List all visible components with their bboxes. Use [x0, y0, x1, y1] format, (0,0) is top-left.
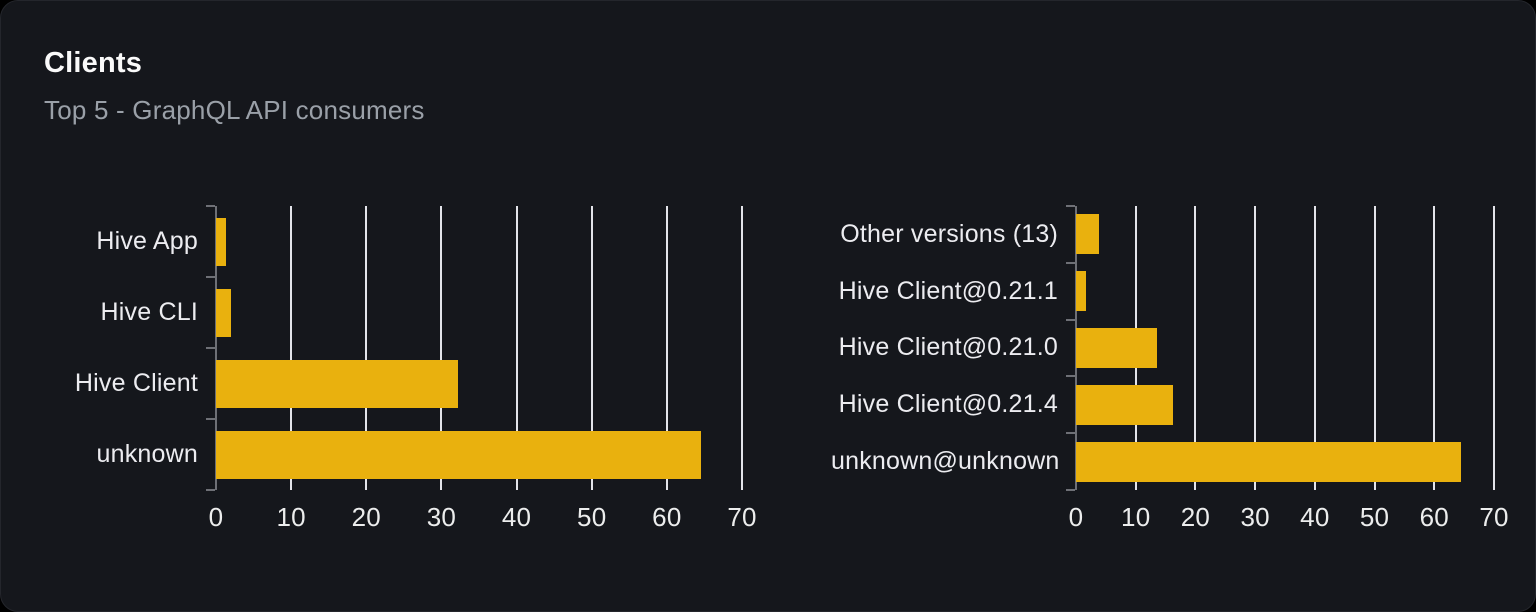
chart-row: unknown@unknown: [831, 433, 1494, 490]
x-tick-label: 20: [1180, 502, 1211, 532]
category-label: unknown@unknown: [831, 447, 1060, 476]
bar-track: [1076, 206, 1494, 263]
y-axis-tick: [206, 489, 215, 491]
gridline: [590, 206, 593, 490]
gridline: [1433, 206, 1436, 490]
x-tick-label: 0: [208, 502, 224, 532]
x-tick-label: 0: [1068, 502, 1084, 532]
gridline: [1194, 206, 1197, 490]
chart-row: Hive Client: [61, 348, 742, 419]
chart-row: Hive CLI: [61, 277, 742, 348]
x-tick-label: 40: [501, 502, 532, 532]
x-tick-label: 30: [1240, 502, 1270, 532]
bar[interactable]: [216, 359, 458, 408]
x-axis: 0 10 20 30 40 50 60 70: [209, 490, 757, 542]
y-axis-tick: [206, 276, 215, 278]
plot-area: Hive App Hive CLI Hive Client unknown: [61, 205, 743, 491]
x-tick-label: 70: [727, 502, 757, 532]
bar[interactable]: [1076, 214, 1100, 255]
y-axis-tick: [1066, 432, 1075, 435]
y-axis-tick: [206, 418, 215, 420]
y-axis-tick: [1066, 375, 1075, 378]
chart-row: Hive Client@0.21.0: [831, 320, 1494, 377]
gridline: [1373, 206, 1376, 490]
x-tick-label: 10: [276, 502, 306, 532]
card-title: Clients: [44, 47, 143, 79]
category-label: unknown: [96, 440, 198, 468]
bar-track: [216, 206, 742, 277]
x-tick-label: 40: [1300, 502, 1330, 532]
x-axis: 0 10 20 30 40 50 60 70: [1069, 490, 1509, 542]
gridline: [665, 206, 668, 490]
category-label: Hive App: [96, 227, 198, 255]
bar[interactable]: [1076, 441, 1461, 482]
category-label: Hive Client@0.21.0: [838, 333, 1058, 362]
bar[interactable]: [216, 430, 701, 479]
x-tick-label: 70: [1479, 502, 1509, 532]
client-versions-bar-chart: Other versions (13) Hive Client@0.21.1 Hiv…: [831, 205, 1509, 546]
gridline: [440, 206, 443, 490]
gridline: [1254, 206, 1257, 490]
y-axis-tick: [206, 347, 215, 349]
x-tick-label: 60: [652, 502, 682, 532]
x-tick-label: 20: [351, 502, 381, 532]
y-axis-tick: [1066, 318, 1075, 321]
gridline: [365, 206, 368, 490]
y-axis-line: [215, 206, 217, 490]
category-label: Hive Client@0.21.1: [838, 276, 1058, 305]
grid-layer: [206, 205, 743, 491]
x-tick-label: 30: [426, 502, 457, 532]
bar-track: [216, 419, 742, 490]
category-label: Hive CLI: [100, 298, 198, 326]
bar-track: [216, 277, 742, 348]
category-label: Hive Client: [74, 369, 198, 397]
category-label: Other versions (13): [840, 219, 1058, 248]
card-subtitle: Top 5 - GraphQL API consumers: [44, 95, 425, 125]
x-tick-label: 10: [1121, 502, 1151, 532]
bar-track: [1076, 376, 1494, 433]
chart-row: Hive App: [61, 206, 742, 277]
x-tick-label: 60: [1419, 502, 1449, 532]
x-tick-label: 50: [1359, 502, 1390, 532]
chart-row: unknown: [61, 419, 742, 490]
chart-row: Hive Client@0.21.4: [831, 376, 1494, 433]
y-axis-tick: [1066, 261, 1075, 264]
bar[interactable]: [216, 217, 226, 266]
bar[interactable]: [1076, 384, 1174, 425]
gridline: [290, 206, 293, 490]
y-axis-tick: [206, 205, 215, 207]
bar-track: [216, 348, 742, 419]
bar[interactable]: [1076, 271, 1087, 312]
gridline: [515, 206, 518, 490]
chart-row: Other versions (13): [831, 206, 1494, 263]
clients-bar-chart: Hive App Hive CLI Hive Client unknown 0 10 20 3…: [61, 205, 757, 546]
category-label: Hive Client@0.21.4: [838, 390, 1058, 419]
bar-track: [1076, 433, 1494, 490]
gridline: [1493, 206, 1495, 490]
chart-row: Hive Client@0.21.1: [831, 263, 1494, 320]
bar-track: [1076, 320, 1494, 377]
bar[interactable]: [216, 288, 232, 337]
bar-track: [1076, 263, 1494, 320]
plot-area: Other versions (13) Hive Client@0.21.1 Hiv…: [831, 205, 1495, 491]
x-tick-label: 50: [577, 502, 607, 532]
y-axis-tick: [1066, 489, 1075, 491]
bar[interactable]: [1076, 327, 1157, 368]
gridline: [741, 206, 743, 490]
gridline: [1313, 206, 1316, 490]
y-axis-tick: [1066, 205, 1075, 207]
